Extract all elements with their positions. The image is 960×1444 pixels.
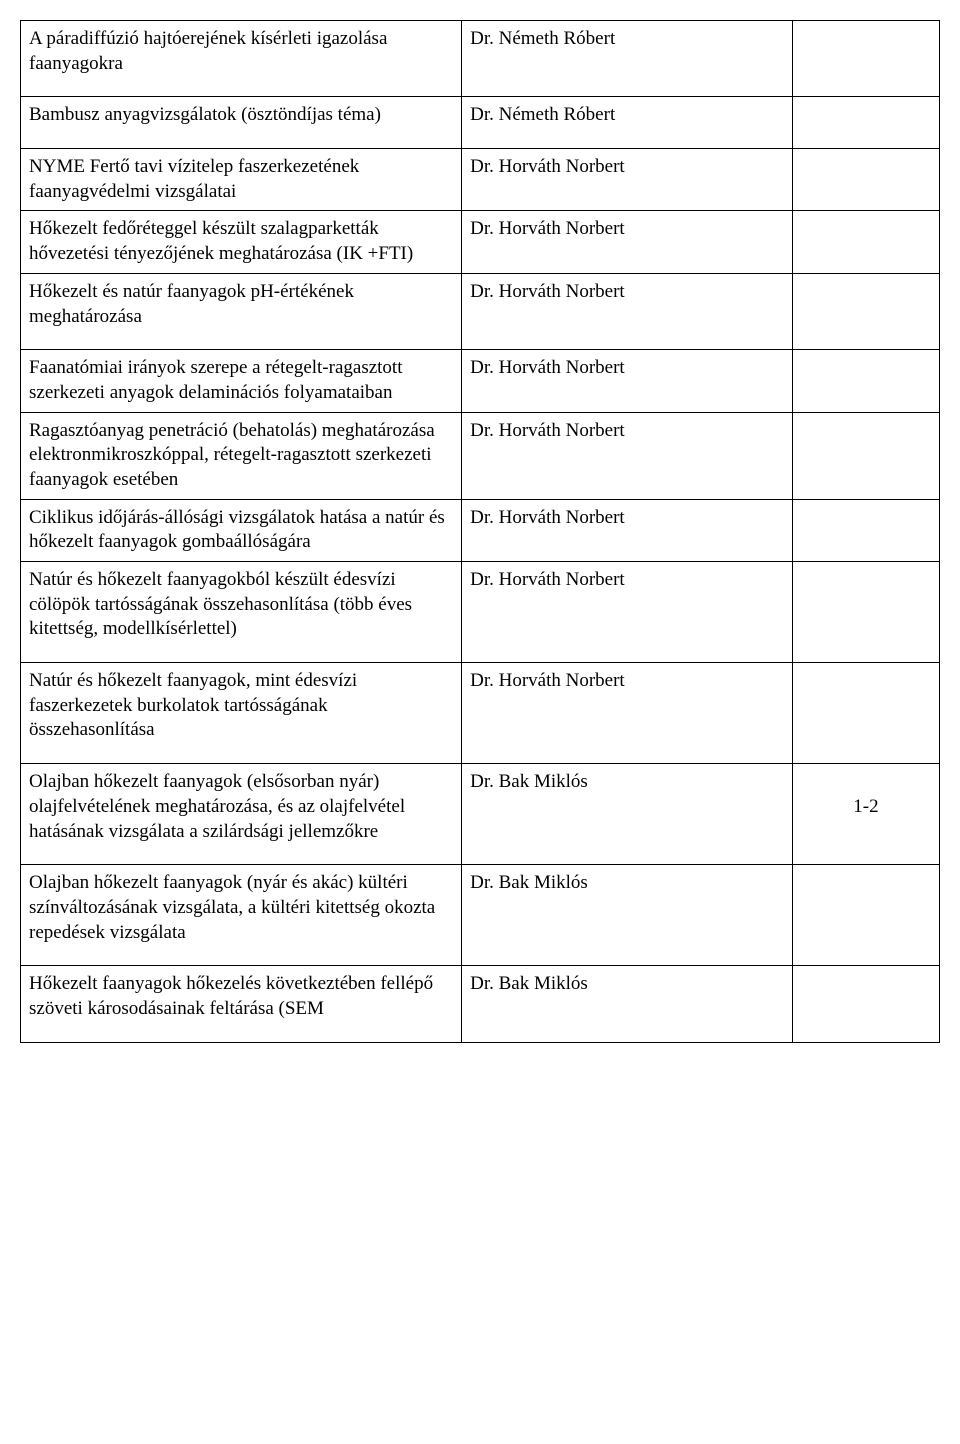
- supervisor-cell: Dr. Bak Miklós: [462, 966, 793, 1042]
- table-row: A páradiffúzió hajtóerejének kísérleti i…: [21, 21, 940, 97]
- topic-cell: NYME Fertő tavi vízitelep faszerkezeténe…: [21, 149, 462, 211]
- count-cell: [792, 966, 939, 1042]
- table-row: Natúr és hőkezelt faanyagokból készült é…: [21, 562, 940, 663]
- count-cell: [792, 499, 939, 561]
- count-cell: [792, 412, 939, 499]
- table-body: A páradiffúzió hajtóerejének kísérleti i…: [21, 21, 940, 1043]
- supervisor-cell: Dr. Horváth Norbert: [462, 350, 793, 412]
- supervisor-cell: Dr. Németh Róbert: [462, 21, 793, 97]
- topic-cell: Hőkezelt faanyagok hőkezelés következtéb…: [21, 966, 462, 1042]
- count-cell: [792, 21, 939, 97]
- topic-cell: Natúr és hőkezelt faanyagok, mint édesví…: [21, 663, 462, 764]
- supervisor-cell: Dr. Horváth Norbert: [462, 663, 793, 764]
- supervisor-cell: Dr. Horváth Norbert: [462, 499, 793, 561]
- table-row: Ciklikus időjárás-állósági vizsgálatok h…: [21, 499, 940, 561]
- topic-cell: Hőkezelt fedőréteggel készült szalagpark…: [21, 211, 462, 273]
- topic-cell: Ciklikus időjárás-állósági vizsgálatok h…: [21, 499, 462, 561]
- table-row: Olajban hőkezelt faanyagok (nyár és akác…: [21, 865, 940, 966]
- topic-cell: A páradiffúzió hajtóerejének kísérleti i…: [21, 21, 462, 97]
- count-cell: [792, 562, 939, 663]
- topic-cell: Bambusz anyagvizsgálatok (ösztöndíjas té…: [21, 97, 462, 149]
- topic-cell: Olajban hőkezelt faanyagok (elsősorban n…: [21, 764, 462, 865]
- topic-cell: Hőkezelt és natúr faanyagok pH-értékének…: [21, 273, 462, 349]
- supervisor-cell: Dr. Horváth Norbert: [462, 273, 793, 349]
- count-cell: 1-2: [792, 764, 939, 865]
- table-row: Olajban hőkezelt faanyagok (elsősorban n…: [21, 764, 940, 865]
- research-topics-table: A páradiffúzió hajtóerejének kísérleti i…: [20, 20, 940, 1043]
- table-row: Hőkezelt fedőréteggel készült szalagpark…: [21, 211, 940, 273]
- supervisor-cell: Dr. Horváth Norbert: [462, 562, 793, 663]
- topic-cell: Faanatómiai irányok szerepe a rétegelt-r…: [21, 350, 462, 412]
- supervisor-cell: Dr. Németh Róbert: [462, 97, 793, 149]
- table-row: Bambusz anyagvizsgálatok (ösztöndíjas té…: [21, 97, 940, 149]
- count-cell: [792, 97, 939, 149]
- count-cell: [792, 211, 939, 273]
- topic-cell: Ragasztóanyag penetráció (behatolás) meg…: [21, 412, 462, 499]
- topic-cell: Olajban hőkezelt faanyagok (nyár és akác…: [21, 865, 462, 966]
- table-row: Natúr és hőkezelt faanyagok, mint édesví…: [21, 663, 940, 764]
- count-cell: [792, 865, 939, 966]
- table-row: Hőkezelt és natúr faanyagok pH-értékének…: [21, 273, 940, 349]
- table-row: NYME Fertő tavi vízitelep faszerkezeténe…: [21, 149, 940, 211]
- count-cell: [792, 149, 939, 211]
- table-row: Faanatómiai irányok szerepe a rétegelt-r…: [21, 350, 940, 412]
- count-cell: [792, 663, 939, 764]
- count-cell: [792, 273, 939, 349]
- table-row: Ragasztóanyag penetráció (behatolás) meg…: [21, 412, 940, 499]
- topic-cell: Natúr és hőkezelt faanyagokból készült é…: [21, 562, 462, 663]
- supervisor-cell: Dr. Horváth Norbert: [462, 211, 793, 273]
- supervisor-cell: Dr. Bak Miklós: [462, 764, 793, 865]
- table-row: Hőkezelt faanyagok hőkezelés következtéb…: [21, 966, 940, 1042]
- supervisor-cell: Dr. Horváth Norbert: [462, 149, 793, 211]
- supervisor-cell: Dr. Horváth Norbert: [462, 412, 793, 499]
- supervisor-cell: Dr. Bak Miklós: [462, 865, 793, 966]
- count-cell: [792, 350, 939, 412]
